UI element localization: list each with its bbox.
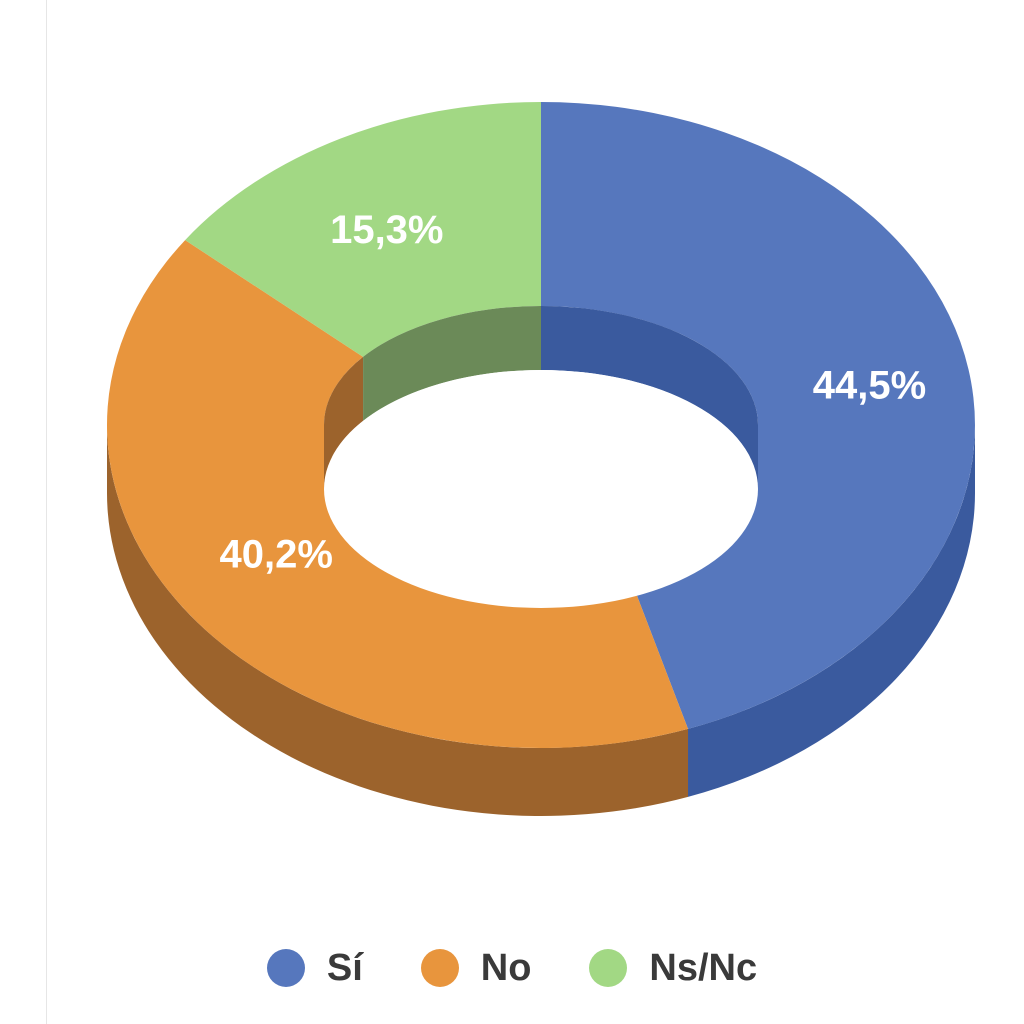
legend-swatch-si	[266, 949, 305, 987]
slice-top-2	[185, 102, 541, 357]
legend-label-no: No	[480, 946, 532, 989]
outer-wall-1	[107, 425, 689, 816]
donut-hole	[324, 370, 758, 608]
legend-swatch-nsnc	[589, 949, 628, 987]
value-label-0: 44,5%	[813, 363, 926, 407]
value-label-1: 40,2%	[219, 532, 332, 576]
left-divider	[46, 0, 47, 1024]
inner-wall-2-0	[363, 306, 541, 421]
outer-wall-0	[688, 425, 975, 797]
legend-item-nsnc: Ns/Nc	[589, 947, 757, 990]
slice-top-1	[106, 240, 689, 748]
legend-label-si: Sí	[326, 946, 363, 989]
inner-wall-0-0	[541, 306, 758, 489]
inner-wall-1-0	[323, 356, 364, 489]
value-label-2: 15,3%	[330, 208, 443, 252]
legend-label-nsnc: Ns/Nc	[649, 946, 758, 989]
legend-item-no: No	[420, 946, 532, 990]
legend: Sí No Ns/Nc	[0, 940, 1024, 996]
legend-item-si: Sí	[266, 946, 363, 990]
legend-swatch-no	[420, 949, 459, 987]
